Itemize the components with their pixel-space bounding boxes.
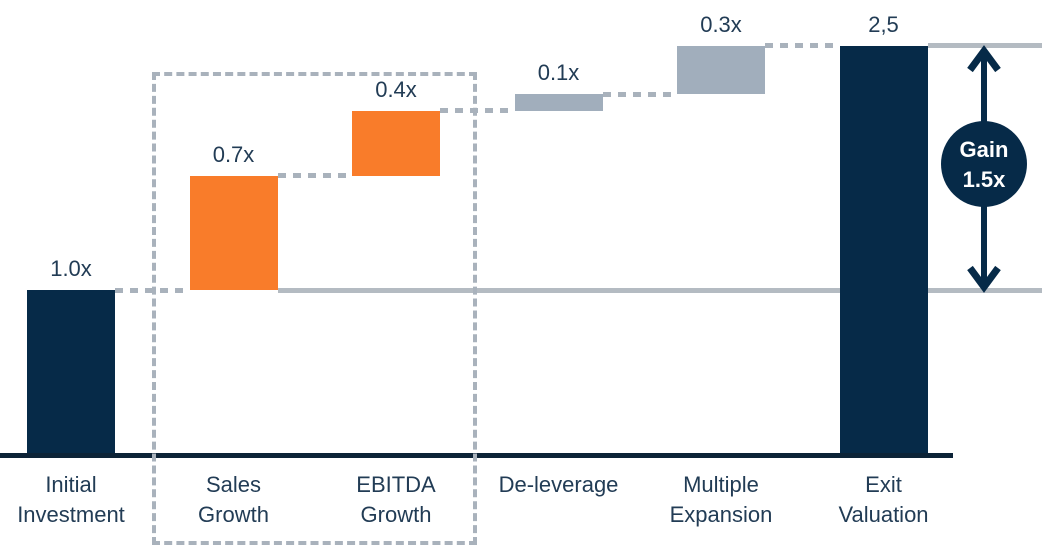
reference-line-1x xyxy=(277,287,1042,293)
bar-exit-valuation xyxy=(839,45,928,453)
bar-initial-investment xyxy=(27,290,115,453)
bar-value-label-ebitda-growth: 0.4x xyxy=(375,76,417,102)
growth-drivers-highlight-box xyxy=(152,72,477,545)
bar-value-label-initial-investment: 1.0x xyxy=(50,256,92,281)
bar-value-label-multiple-expansion: 0.3x xyxy=(700,11,742,37)
bar-multiple-expansion xyxy=(677,45,765,95)
category-label-ebitda-growth: EBITDA Growth xyxy=(356,472,436,527)
bar-sales-growth xyxy=(189,175,278,290)
gain-arrow-up-icon xyxy=(967,45,1001,73)
gain-badge-label-line2: 1.5x xyxy=(963,167,1007,192)
connector-dash-de-leverage xyxy=(602,91,677,97)
connector-dash-ebitda-growth xyxy=(440,108,515,114)
bar-value-label-exit-valuation: 2,5 xyxy=(868,11,899,37)
category-label-initial-investment: Initial Investment xyxy=(17,472,125,527)
category-label-exit-valuation: Exit Valuation xyxy=(838,472,929,527)
gain-badge-label-line1: Gain xyxy=(960,137,1009,162)
bar-value-label-sales-growth: 0.7x xyxy=(212,141,255,167)
category-label-multiple-expansion: Multiple Expansion xyxy=(669,472,773,527)
connector-dash-multiple-expansion xyxy=(765,43,840,48)
gain-badge-circle xyxy=(941,121,1027,207)
bar-value-label-de-leverage: 0.1x xyxy=(537,60,580,86)
category-label-sales-growth: Sales Growth xyxy=(198,472,269,527)
bar-de-leverage xyxy=(514,94,603,111)
gain-arrow-down-icon xyxy=(967,265,1001,293)
connector-dash-sales-growth xyxy=(277,173,352,179)
reference-line-2-5x xyxy=(927,43,1042,48)
category-label-de-leverage: De-leverage xyxy=(498,472,619,497)
bar-ebitda-growth xyxy=(352,110,440,176)
